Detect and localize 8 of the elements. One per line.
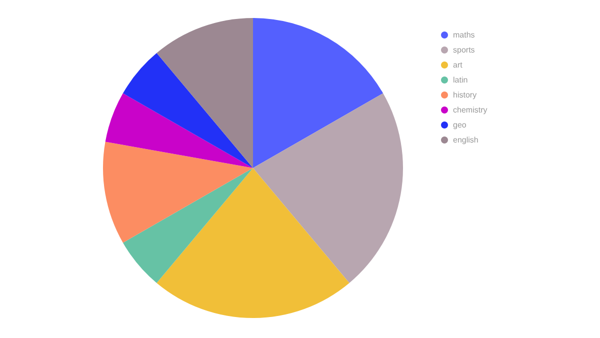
legend-label: geo: [453, 120, 467, 130]
legend-label: maths: [453, 30, 475, 40]
legend-label: history: [453, 90, 477, 100]
legend-label: english: [453, 136, 478, 144]
legend-label: chemistry: [453, 106, 488, 114]
legend-label: sports: [453, 46, 475, 54]
legend-label: art: [453, 60, 464, 70]
legend-label: latin: [453, 76, 468, 84]
